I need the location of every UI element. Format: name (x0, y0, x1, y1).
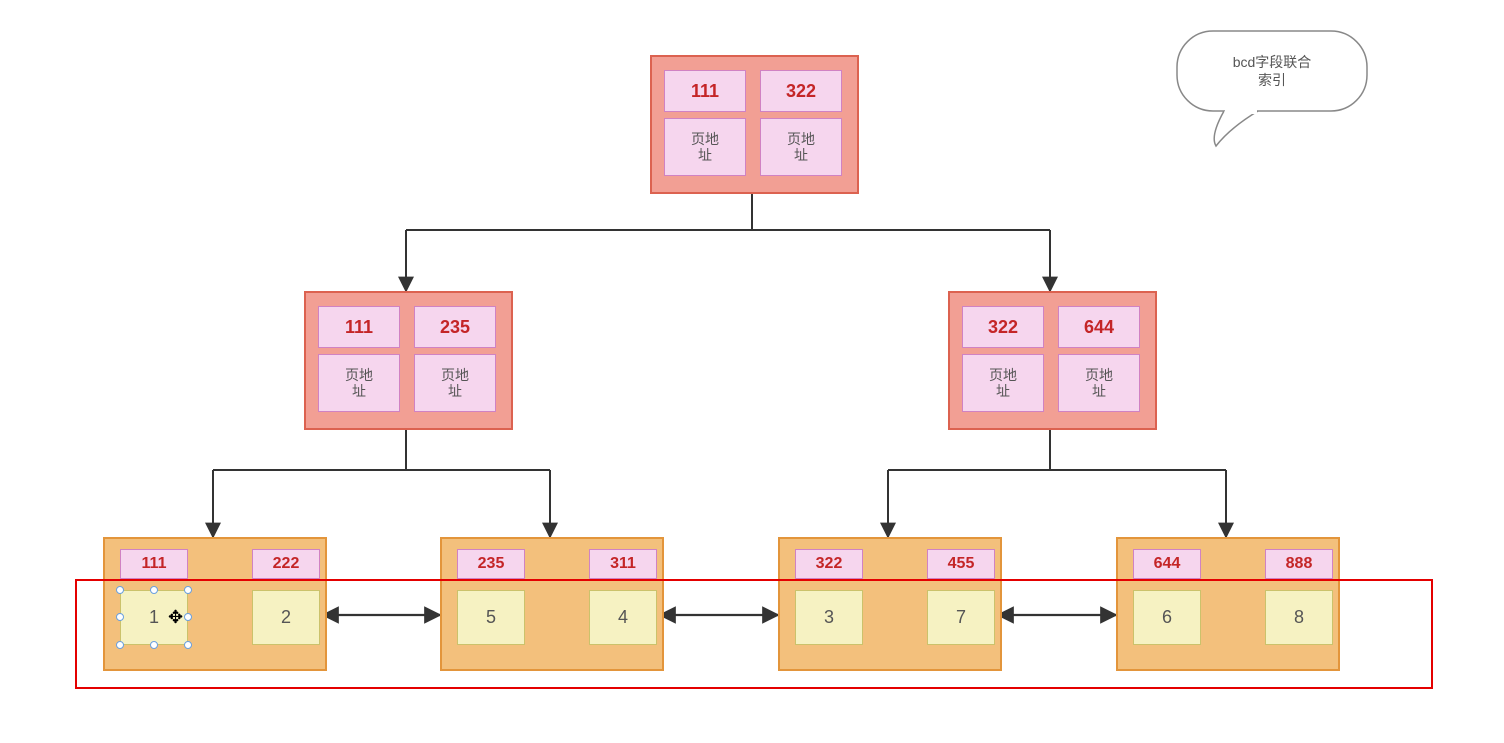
leaf-key: 322 (795, 549, 863, 579)
leaf-key: 888 (1265, 549, 1333, 579)
leaf-key: 235 (457, 549, 525, 579)
selection-handle[interactable] (184, 613, 192, 621)
selection-handle[interactable] (116, 613, 124, 621)
index-key: 322 (760, 70, 842, 112)
callout-label: bcd字段联合 索引 (1177, 53, 1367, 89)
page-addr-label: 页地址 (760, 118, 842, 176)
leaf-key: 644 (1133, 549, 1201, 579)
selection-handle[interactable] (116, 641, 124, 649)
page-addr-label: 页地址 (1058, 354, 1140, 412)
page-addr-label: 页地址 (962, 354, 1044, 412)
leaf-key: 111 (120, 549, 188, 579)
index-key: 111 (664, 70, 746, 112)
selection-handle[interactable] (184, 586, 192, 594)
page-addr-label: 页地址 (318, 354, 400, 412)
selection-handle[interactable] (116, 586, 124, 594)
leaf-key: 222 (252, 549, 320, 579)
selection-handle[interactable] (150, 641, 158, 649)
callout-line1: bcd字段联合 (1233, 54, 1312, 70)
index-key: 235 (414, 306, 496, 348)
page-addr-label: 页地址 (664, 118, 746, 176)
selection-handle[interactable] (184, 641, 192, 649)
index-key: 322 (962, 306, 1044, 348)
page-addr-label: 页地址 (414, 354, 496, 412)
selection-handle[interactable] (150, 586, 158, 594)
callout-line2: 索引 (1258, 72, 1286, 88)
move-icon: ✥ (168, 607, 183, 628)
index-key: 644 (1058, 306, 1140, 348)
leaf-key: 311 (589, 549, 657, 579)
leaf-key: 455 (927, 549, 995, 579)
index-key: 111 (318, 306, 400, 348)
selection-rectangle (75, 579, 1433, 689)
